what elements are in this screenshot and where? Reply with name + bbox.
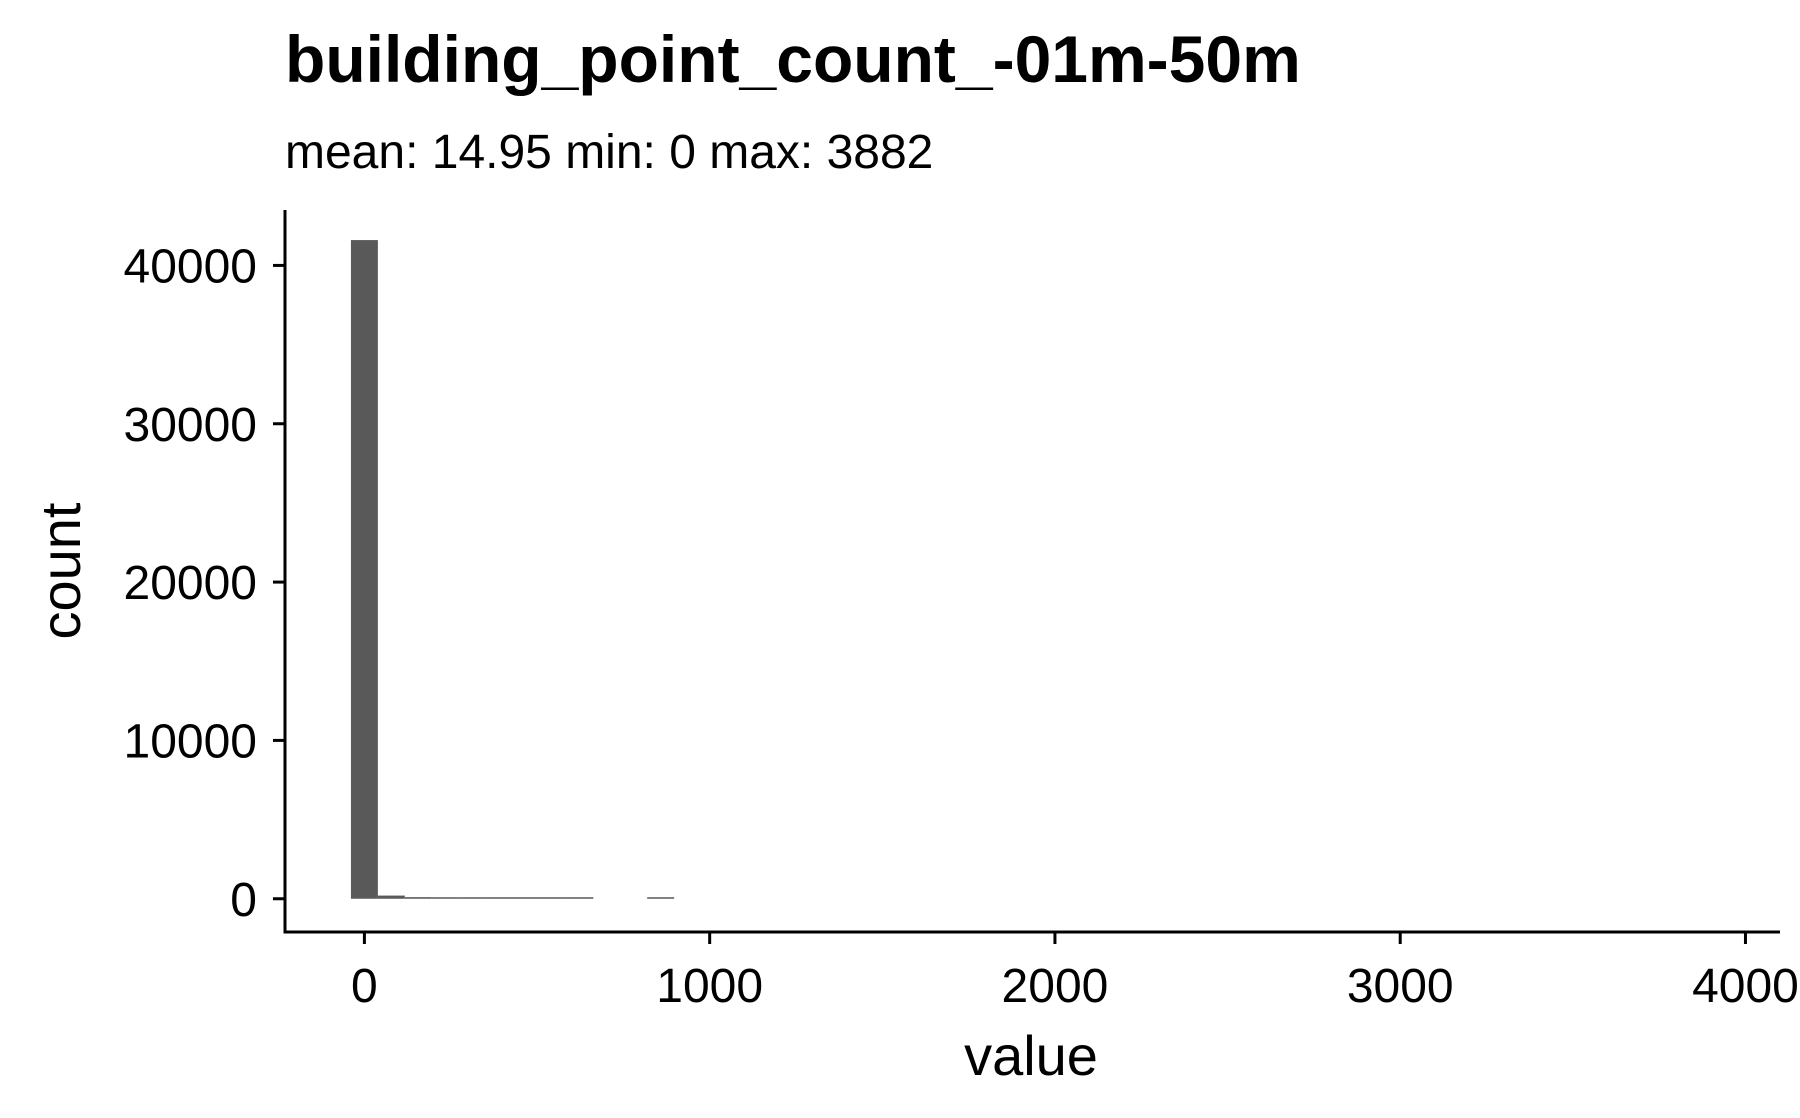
histogram-bar-4: [458, 897, 486, 899]
histogram-bar-1: [377, 895, 405, 899]
y-tick-label: 20000: [124, 557, 257, 610]
x-tick-label: 1000: [656, 960, 763, 1013]
x-axis-title: value: [964, 1024, 1098, 1087]
histogram-bar-5: [485, 897, 513, 899]
bars-group: [350, 240, 675, 899]
histogram-bar-0: [350, 240, 378, 899]
x-ticks-group: 0 1000 2000 3000 4000: [351, 932, 1799, 1013]
x-tick-label: 4000: [1692, 960, 1799, 1013]
histogram-bar-2: [404, 897, 432, 899]
y-tick-label: 10000: [124, 715, 257, 768]
y-axis-title: count: [29, 502, 92, 639]
x-tick-label: 3000: [1347, 960, 1454, 1013]
y-tick-label: 30000: [124, 399, 257, 452]
y-tick-label: 40000: [124, 240, 257, 293]
histogram-bar-7: [539, 897, 567, 899]
x-tick-label: 2000: [1002, 960, 1109, 1013]
y-tick-label: 0: [230, 874, 257, 927]
chart-title: building_point_count_-01m-50m: [285, 22, 1301, 96]
histogram-bar-11: [647, 897, 675, 899]
histogram-bar-8: [566, 897, 594, 899]
chart-subtitle: mean: 14.95 min: 0 max: 3882: [285, 126, 933, 179]
histogram-bar-6: [512, 897, 540, 899]
y-ticks-group: 0 10000 20000 30000 40000: [124, 240, 285, 927]
histogram-bar-3: [431, 897, 459, 899]
x-tick-label: 0: [351, 960, 378, 1013]
